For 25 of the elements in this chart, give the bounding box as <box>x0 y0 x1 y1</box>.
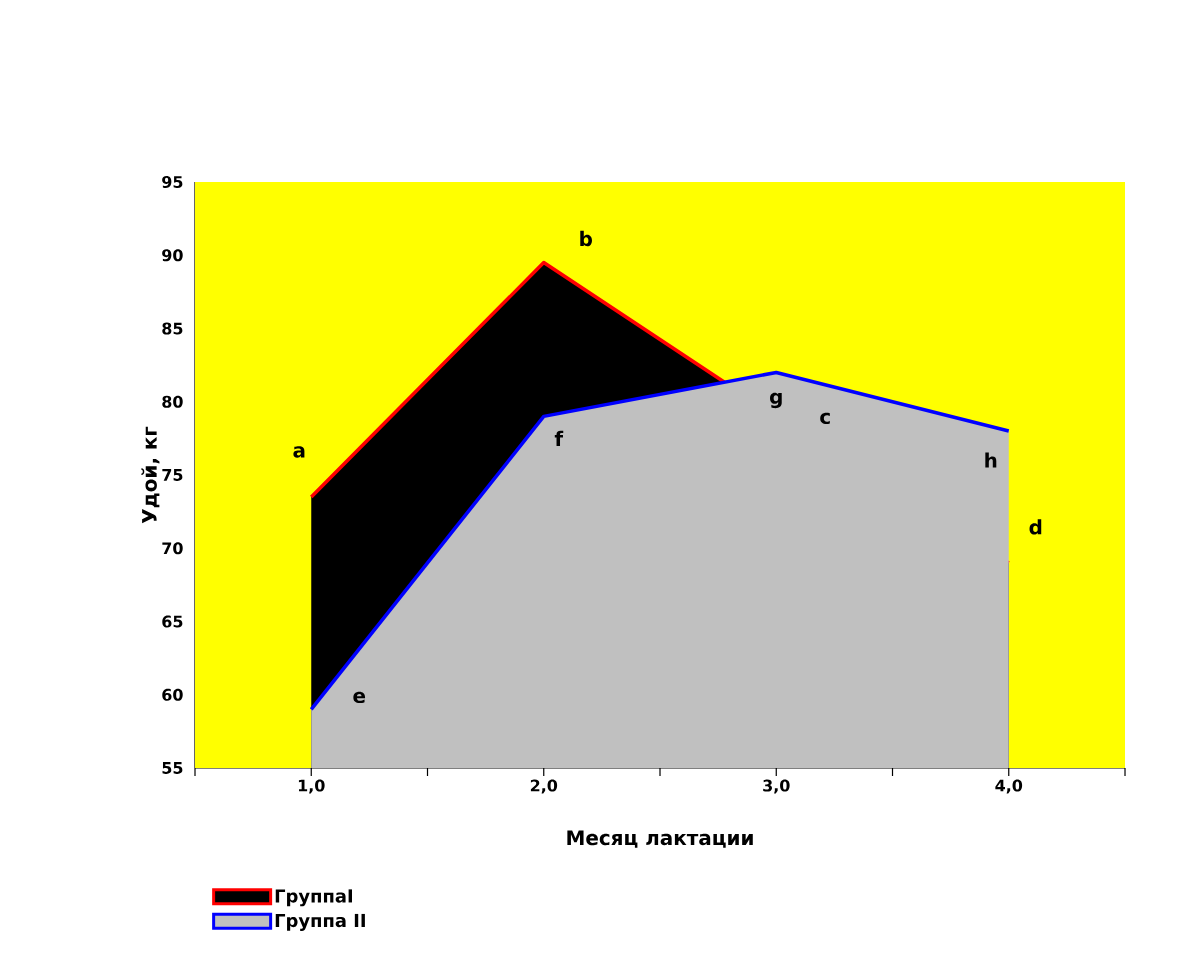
legend-label: Группа II <box>275 913 365 931</box>
y-tick-label: 80 <box>162 395 183 408</box>
annotation: c <box>820 412 830 425</box>
y-tick-label: 95 <box>162 175 183 189</box>
annotation: f <box>554 430 564 446</box>
annotation: d <box>1029 519 1042 535</box>
annotation: g <box>770 392 782 409</box>
x-axis-title: Месяц лактации <box>567 830 753 848</box>
y-tick-label: 90 <box>162 249 183 262</box>
annotation: e <box>353 691 366 704</box>
y-axis-title: Удой, кг <box>141 426 160 524</box>
annotation: a <box>293 446 305 458</box>
y-tick-label: 75 <box>162 469 183 481</box>
annotation: h <box>985 452 997 468</box>
y-tick-label: 65 <box>162 615 183 628</box>
y-tick-label: 60 <box>162 688 183 701</box>
x-tick-label: 2,0 <box>530 779 558 794</box>
x-tick-label: 3,0 <box>763 779 790 794</box>
legend-label: ГруппаI <box>275 889 352 907</box>
annotation: b <box>580 230 592 247</box>
y-tick-label: 55 <box>162 762 183 774</box>
y-tick-label: 70 <box>162 542 183 555</box>
x-tick-label: 1,0 <box>298 779 325 794</box>
x-tick-label: 4,0 <box>995 779 1023 794</box>
y-tick-label: 85 <box>162 322 183 335</box>
